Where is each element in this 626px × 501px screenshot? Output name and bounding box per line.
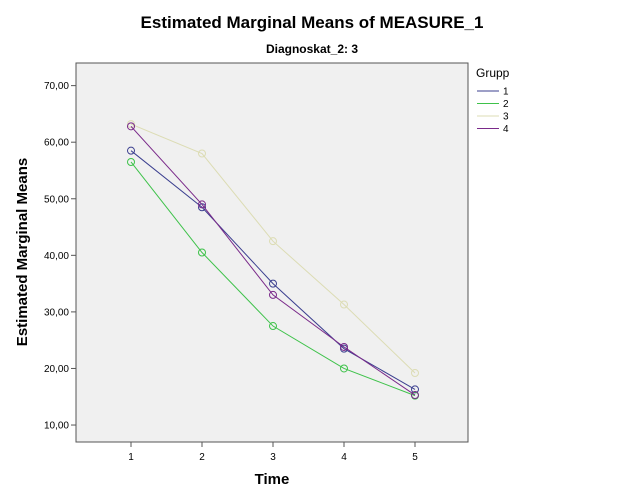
x-tick-label: 5 — [412, 452, 418, 463]
data-point — [198, 248, 206, 257]
y-axis-title: Estimated Marginal Means — [14, 158, 31, 346]
data-point — [269, 279, 277, 288]
y-tick-label: 20,00 — [44, 364, 69, 375]
x-tick-label: 1 — [128, 452, 134, 463]
y-tick-label: 30,00 — [44, 307, 69, 318]
series-line-3 — [130, 123, 416, 374]
legend-entry: 3 — [503, 112, 509, 123]
x-axis-title: Time — [255, 471, 290, 488]
legend-entry: 4 — [503, 124, 509, 135]
data-point — [411, 385, 419, 394]
x-tick-label: 2 — [199, 452, 205, 463]
series-layer — [127, 120, 419, 400]
series-line-2 — [130, 161, 416, 397]
data-point — [198, 149, 206, 158]
plot-area — [75, 62, 469, 443]
x-tick-label: 4 — [341, 452, 347, 463]
data-point — [127, 157, 135, 166]
y-tick-label: 10,00 — [44, 421, 69, 432]
y-axis: 10,00 20,00 30,00 40,00 50,00 60,00 70,00 — [44, 81, 76, 432]
data-point — [127, 146, 135, 155]
legend: Grupp 12 34 — [476, 66, 510, 135]
data-point — [127, 122, 135, 131]
chart-subtitle: Diagnoskat_2: 3 — [266, 42, 358, 56]
data-point — [198, 200, 206, 209]
y-tick-label: 60,00 — [44, 138, 69, 149]
x-tick-label: 3 — [270, 452, 276, 463]
x-axis: 1 2 3 4 5 — [128, 442, 418, 463]
series-line-1 — [130, 150, 416, 390]
y-tick-label: 40,00 — [44, 251, 69, 262]
y-tick-label: 70,00 — [44, 81, 69, 92]
legend-entry: 2 — [503, 99, 509, 110]
series-line-4 — [130, 126, 416, 396]
data-point — [127, 120, 135, 129]
data-point — [340, 300, 348, 309]
data-point — [269, 322, 277, 331]
data-point — [411, 391, 419, 400]
data-point — [340, 342, 348, 351]
data-point — [269, 237, 277, 246]
legend-entry: 1 — [503, 87, 509, 98]
chart-title: Estimated Marginal Means of MEASURE_1 — [141, 13, 484, 32]
legend-title: Grupp — [476, 66, 510, 80]
data-point — [269, 290, 277, 299]
data-point — [411, 368, 419, 377]
data-point — [340, 364, 348, 373]
y-tick-label: 50,00 — [44, 194, 69, 205]
